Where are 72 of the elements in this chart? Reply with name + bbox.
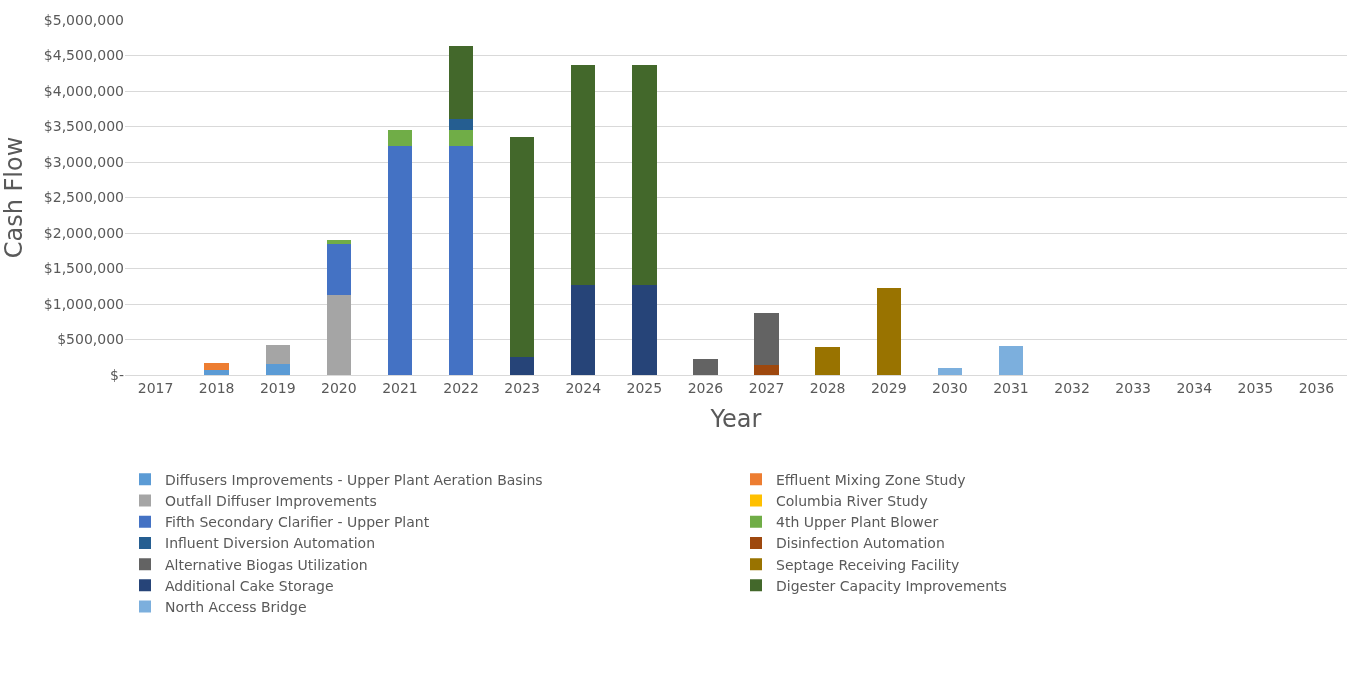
x-tick-label: 2022 xyxy=(443,379,479,396)
bar xyxy=(754,365,779,375)
x-tick-label: 2023 xyxy=(504,379,540,396)
x-tick-label: 2020 xyxy=(321,379,357,396)
x-tick-label: 2029 xyxy=(870,379,907,396)
y-axis-title: Cash Flow xyxy=(0,136,28,259)
legend-label: Effluent Mixing Zone Study xyxy=(776,471,966,488)
bar xyxy=(387,130,413,147)
bar xyxy=(937,367,963,375)
x-tick-label: 2018 xyxy=(198,379,235,396)
bar xyxy=(326,240,352,245)
x-tick-label: 2019 xyxy=(259,379,296,396)
x-tick-label: 2024 xyxy=(565,379,602,396)
legend-label: 4th Upper Plant Blower xyxy=(776,514,939,531)
x-tick-label: 2027 xyxy=(748,379,785,396)
x-tick-label: 2017 xyxy=(137,379,174,396)
bar xyxy=(876,288,901,375)
legend-label: Columbia River Study xyxy=(776,493,928,510)
y-tick-label: $500,000 xyxy=(57,331,124,348)
bar xyxy=(509,137,535,357)
x-tick-label: 2036 xyxy=(1298,379,1335,396)
y-tick-label: $1,000,000 xyxy=(43,295,124,312)
x-tick-label: 2033 xyxy=(1115,379,1151,396)
bar xyxy=(326,244,352,296)
bar xyxy=(571,65,596,285)
y-tick-label: $3,000,000 xyxy=(43,153,124,170)
x-tick-label: 2035 xyxy=(1237,379,1274,396)
bar xyxy=(448,118,474,131)
y-tick-label: $5,000,000 xyxy=(43,11,124,28)
x-tick-label: 2031 xyxy=(993,379,1029,396)
y-tick-label: $3,500,000 xyxy=(43,118,124,135)
legend-label: Additional Cake Storage xyxy=(165,577,334,594)
y-tick-label: $4,500,000 xyxy=(43,47,124,64)
legend-label: Influent Diversion Automation xyxy=(165,535,376,552)
bar xyxy=(754,313,779,366)
bar xyxy=(448,130,474,147)
bar xyxy=(265,364,290,375)
bar xyxy=(326,295,352,375)
legend-label: Disinfection Automation xyxy=(776,535,945,552)
legend-label: Digester Capacity Improvements xyxy=(776,577,1007,594)
x-axis-title: Year xyxy=(709,405,762,434)
x-tick-label: 2021 xyxy=(382,379,418,396)
x-tick-label: 2028 xyxy=(809,379,846,396)
legend-label: Diffusers Improvements - Upper Plant Aeration Basins xyxy=(165,471,543,488)
bar xyxy=(815,347,840,375)
bar xyxy=(265,345,290,365)
y-tick-label: $2,000,000 xyxy=(43,224,124,241)
bar xyxy=(998,345,1024,375)
x-tick-label: 2030 xyxy=(932,379,968,396)
bar xyxy=(204,362,229,371)
bar xyxy=(448,146,474,375)
y-tick-label: $1,500,000 xyxy=(43,260,124,277)
x-tick-label: 2026 xyxy=(687,379,724,396)
bar xyxy=(632,284,657,375)
y-tick-label: $4,000,000 xyxy=(43,82,124,99)
bar xyxy=(387,146,413,375)
bar xyxy=(571,284,596,375)
x-tick-label: 2034 xyxy=(1176,379,1213,396)
legend-label: Fifth Secondary Clarifier - Upper Plant xyxy=(165,514,430,531)
bar xyxy=(448,45,474,119)
legend-label: Alternative Biogas Utilization xyxy=(165,556,368,573)
bar xyxy=(632,65,657,285)
legend-label: Septage Receiving Facility xyxy=(776,556,960,573)
bar xyxy=(509,356,535,375)
legend-label: North Access Bridge xyxy=(165,599,307,616)
y-tick-label: $- xyxy=(110,366,124,383)
x-tick-label: 2032 xyxy=(1054,379,1090,396)
y-tick-label: $2,500,000 xyxy=(43,189,124,206)
x-tick-label: 2025 xyxy=(626,379,663,396)
bar xyxy=(693,358,718,375)
legend-label: Outfall Diffuser Improvements xyxy=(165,493,377,510)
bar xyxy=(204,370,229,375)
